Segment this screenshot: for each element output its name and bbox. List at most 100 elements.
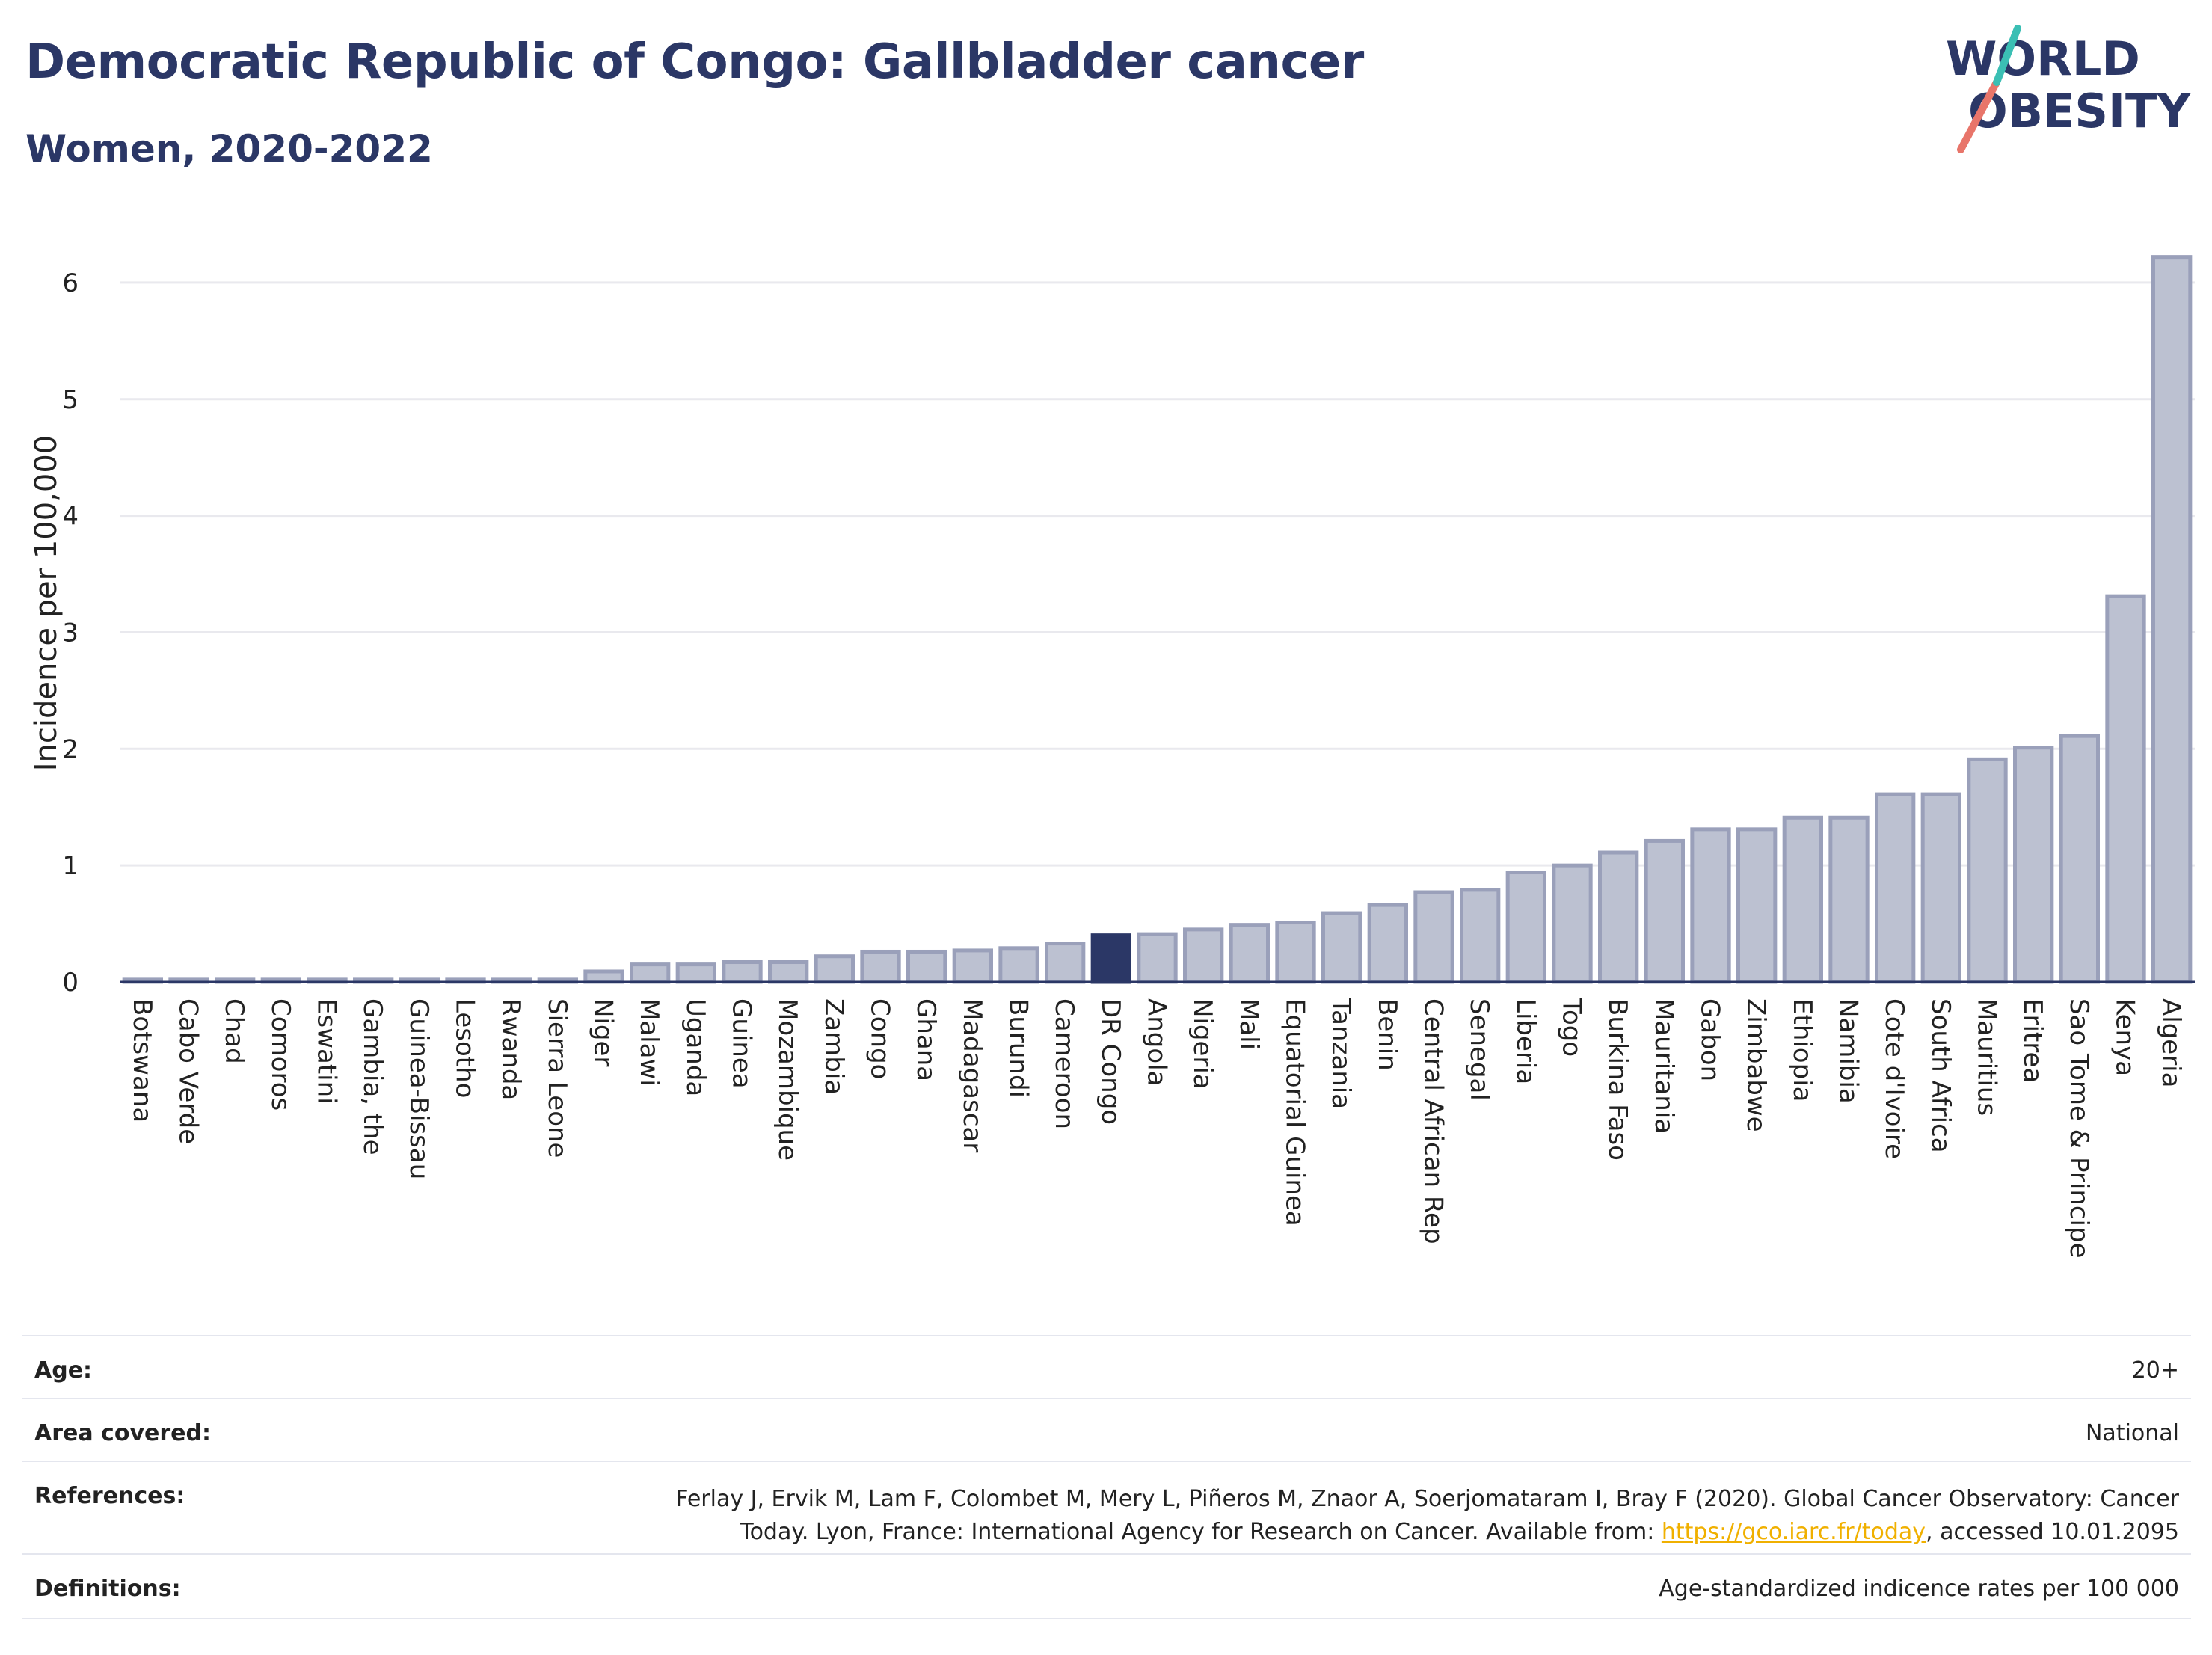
reference-line-1: Ferlay J, Ervik M, Lam F, Colombet M, Me… bbox=[675, 1486, 2179, 1512]
x-tick-label: Central African Rep bbox=[1419, 998, 1448, 1244]
reference-line-2-start: Today. Lyon, France: International Agenc… bbox=[740, 1519, 1662, 1545]
x-tick-label: Rwanda bbox=[496, 998, 526, 1100]
bar bbox=[722, 960, 763, 984]
bar bbox=[768, 960, 809, 984]
bar bbox=[2151, 255, 2193, 984]
bar bbox=[1598, 850, 1639, 984]
bar bbox=[1367, 903, 1408, 984]
y-tick-label: 1 bbox=[62, 851, 79, 881]
bar bbox=[860, 949, 901, 984]
bar bbox=[675, 962, 717, 984]
x-tick-label: Guinea bbox=[727, 998, 757, 1089]
bar bbox=[1229, 923, 1270, 984]
y-axis-label: Incidence per 100,000 bbox=[29, 435, 64, 772]
y-tick-label: 0 bbox=[62, 968, 79, 998]
y-tick-label: 2 bbox=[62, 734, 79, 764]
y-tick-label: 4 bbox=[62, 502, 79, 532]
reference-line-2-end: , accessed 10.01.2095 bbox=[1926, 1519, 2179, 1545]
x-tick-label: Botswana bbox=[127, 998, 157, 1123]
x-tick-label: Cote d'Ivoire bbox=[1879, 998, 1909, 1159]
x-tick-label: Mozambique bbox=[772, 998, 802, 1161]
x-tick-label: Senegal bbox=[1464, 998, 1494, 1101]
svg-text:WORLD: WORLD bbox=[1946, 31, 2140, 86]
age-label: Age: bbox=[34, 1357, 93, 1384]
bar bbox=[1137, 932, 1178, 984]
references-value: Ferlay J, Ervik M, Lam F, Colombet M, Me… bbox=[675, 1483, 2179, 1549]
references-label: References: bbox=[34, 1483, 185, 1509]
x-tick-label: Sao Tome & Principe bbox=[2064, 998, 2094, 1259]
x-tick-label: Cabo Verde bbox=[173, 998, 203, 1144]
bar bbox=[583, 969, 624, 984]
bar-highlight bbox=[1090, 933, 1131, 984]
x-tick-label: DR Congo bbox=[1096, 998, 1125, 1125]
bar bbox=[1045, 942, 1086, 984]
definitions-label: Definitions: bbox=[34, 1576, 181, 1602]
bar bbox=[2013, 746, 2054, 984]
x-tick-label: Mali bbox=[1234, 998, 1264, 1050]
y-tick-label: 6 bbox=[62, 268, 79, 298]
x-tick-label: Gabon bbox=[1695, 998, 1725, 1081]
x-tick-label: Mauritius bbox=[1972, 998, 2002, 1116]
page-subtitle: Women, 2020-2022 bbox=[25, 127, 433, 171]
x-tick-label: Mauritania bbox=[1649, 998, 1679, 1134]
info-row-age: Age: 20+ bbox=[22, 1335, 2191, 1399]
area-label: Area covered: bbox=[34, 1420, 211, 1446]
x-tick-label: Benin bbox=[1372, 998, 1402, 1071]
x-tick-label: Zimbabwe bbox=[1741, 998, 1771, 1132]
bar-chart: 0 1 2 3 4 5 6 Incidence per 100,000 Botswana Cabo… bbox=[29, 255, 2195, 1259]
bar bbox=[1321, 911, 1362, 984]
bar bbox=[1460, 888, 1501, 984]
bar bbox=[1690, 827, 1731, 984]
bar bbox=[1275, 921, 1316, 984]
bar bbox=[1183, 927, 1224, 984]
x-tick-label: Eswatini bbox=[312, 998, 342, 1105]
x-tick-label: Lesotho bbox=[450, 998, 480, 1098]
x-tick-label: Equatorial Guinea bbox=[1280, 998, 1310, 1226]
x-tick-label: Burundi bbox=[1004, 998, 1033, 1098]
bar bbox=[1505, 871, 1546, 984]
bar bbox=[1920, 792, 1962, 984]
x-tick-label: Ghana bbox=[911, 998, 941, 1081]
bar bbox=[906, 949, 947, 984]
info-row-area: Area covered: National bbox=[22, 1398, 2191, 1462]
x-tick-label: Eritrea bbox=[2018, 998, 2047, 1083]
x-tick-label: Burkina Faso bbox=[1603, 998, 1632, 1161]
x-tick-label: Comoros bbox=[265, 998, 295, 1111]
svg-text:OBESITY: OBESITY bbox=[1968, 84, 2191, 138]
x-tick-label: Chad bbox=[219, 998, 249, 1064]
x-tick-label: Nigeria bbox=[1188, 998, 1217, 1090]
bar bbox=[1413, 890, 1454, 984]
bar bbox=[2059, 734, 2101, 984]
x-tick-label: Tanzania bbox=[1326, 998, 1356, 1109]
bar bbox=[1967, 757, 2008, 984]
bar bbox=[1736, 827, 1778, 984]
bar bbox=[1782, 815, 1824, 984]
x-tick-label: Malawi bbox=[634, 998, 664, 1087]
bar bbox=[630, 962, 671, 984]
bar bbox=[2105, 594, 2146, 984]
page-title: Democratic Republic of Congo: Gallbladde… bbox=[25, 34, 1364, 90]
bar bbox=[1828, 815, 1870, 984]
x-tick-label: Madagascar bbox=[957, 998, 987, 1152]
bar bbox=[1644, 838, 1686, 984]
definitions-value: Age-standardized indicence rates per 100… bbox=[1659, 1576, 2179, 1602]
area-value: National bbox=[2085, 1420, 2179, 1446]
x-tick-label: Guinea-Bissau bbox=[404, 998, 434, 1179]
info-row-definitions: Definitions: Age-standardized indicence … bbox=[22, 1553, 2191, 1619]
bar bbox=[1552, 863, 1593, 984]
x-tick-label: Zambia bbox=[819, 998, 849, 1095]
x-tick-label: Liberia bbox=[1511, 998, 1540, 1084]
world-obesity-logo: WORLD OBESITY bbox=[1946, 25, 2191, 153]
age-value: 20+ bbox=[2131, 1357, 2179, 1384]
reference-link[interactable]: https://gco.iarc.fr/today bbox=[1661, 1519, 1926, 1545]
x-tick-label: Angola bbox=[1142, 998, 1172, 1086]
x-tick-label: Gambia, the bbox=[357, 998, 387, 1155]
bar bbox=[814, 954, 855, 984]
bar bbox=[952, 948, 993, 984]
y-tick-label: 3 bbox=[62, 618, 79, 648]
x-tick-label: Uganda bbox=[681, 998, 710, 1096]
x-tick-label: Namibia bbox=[1834, 998, 1864, 1104]
x-tick-label: Niger bbox=[589, 998, 618, 1066]
info-row-references: References: Ferlay J, Ervik M, Lam F, Co… bbox=[22, 1461, 2191, 1555]
x-tick-label: Cameroon bbox=[1049, 998, 1079, 1129]
